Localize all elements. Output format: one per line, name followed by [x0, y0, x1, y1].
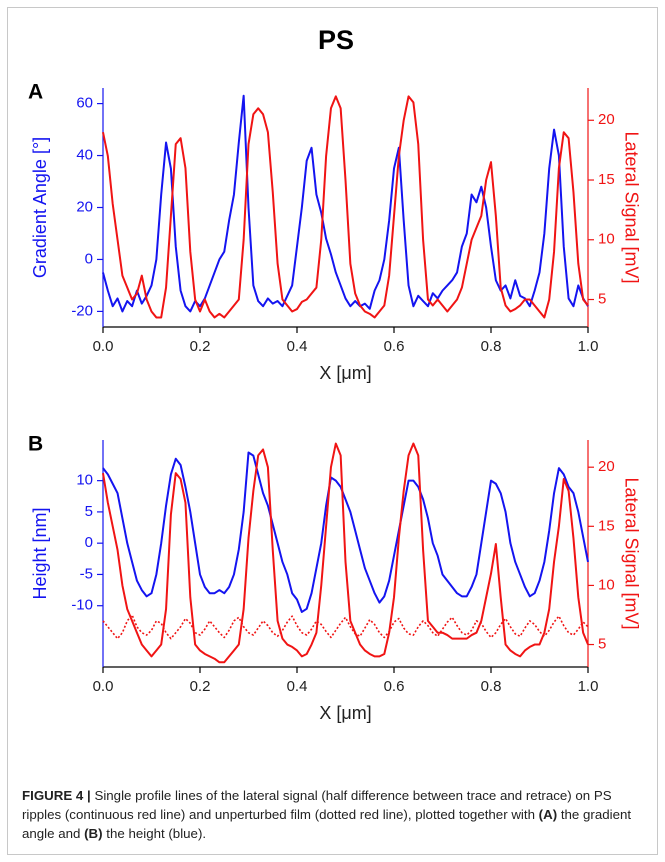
data-line [102, 451, 589, 613]
x-tick-label: 0.8 [481, 678, 502, 695]
y2-tick-label: 15 [598, 171, 615, 188]
y2-tick-label: 10 [598, 576, 615, 593]
data-line [102, 95, 589, 319]
y-tick-label: -10 [71, 597, 93, 614]
x-tick-label: 0.6 [384, 338, 405, 355]
panel-label: A [28, 81, 43, 104]
y2-tick-label: 5 [598, 636, 606, 653]
figure-frame [7, 7, 658, 855]
caption-text: the gradient angle and [22, 807, 632, 841]
caption-text: Single profile lines of the lateral sign… [22, 788, 612, 822]
figure: PS 0.0 0.2 0.4 0.6 0.8 1.0 -20 0 20 40 60 5 10 15 20 X … [28, 25, 641, 723]
x-axis-title: X [μm] [319, 703, 371, 723]
caption: FIGURE 4 | Single profile lines of the l… [22, 786, 647, 843]
data-line [102, 614, 589, 640]
data-line [102, 442, 589, 664]
y-axis-title: Height [nm] [30, 507, 50, 599]
y-tick-label: 0 [85, 534, 93, 551]
x-tick-label: 0.2 [190, 678, 211, 695]
y2-tick-label: 20 [598, 458, 615, 475]
x-tick-label: 0.0 [93, 338, 114, 355]
y-tick-label: 20 [76, 198, 93, 215]
x-tick-label: 0.0 [93, 678, 114, 695]
y-tick-label: -20 [71, 302, 93, 319]
x-tick-label: 0.8 [481, 338, 502, 355]
figure-title: PS [318, 25, 354, 55]
x-tick-label: 0.2 [190, 338, 211, 355]
y2-axis-title: Lateral Signal [mV] [621, 131, 641, 283]
x-tick-label: 0.4 [287, 338, 308, 355]
y-tick-label: 60 [76, 95, 93, 112]
x-tick-label: 0.4 [287, 678, 308, 695]
panel-label: B [28, 433, 43, 456]
x-axis-title: X [μm] [319, 363, 371, 383]
caption-text: the height (blue). [102, 826, 207, 841]
x-tick-label: 1.0 [578, 678, 599, 695]
y2-tick-label: 5 [598, 290, 606, 307]
y-axis-title: Gradient Angle [°] [30, 137, 50, 278]
y-tick-label: 5 [85, 503, 93, 520]
caption-label: FIGURE 4 | [22, 788, 91, 803]
x-tick-label: 0.6 [384, 678, 405, 695]
y2-tick-label: 10 [598, 231, 615, 248]
y-tick-label: 0 [85, 250, 93, 267]
caption-text: (B) [84, 826, 103, 841]
y-tick-label: 10 [76, 472, 93, 489]
y2-tick-label: 20 [598, 111, 615, 128]
x-tick-label: 1.0 [578, 338, 599, 355]
caption-text: (A) [538, 807, 558, 822]
y-tick-label: -5 [80, 565, 93, 582]
y2-axis-title: Lateral Signal [mV] [621, 477, 641, 629]
y2-tick-label: 15 [598, 517, 615, 534]
y-tick-label: 40 [76, 147, 93, 164]
data-line [102, 94, 589, 313]
